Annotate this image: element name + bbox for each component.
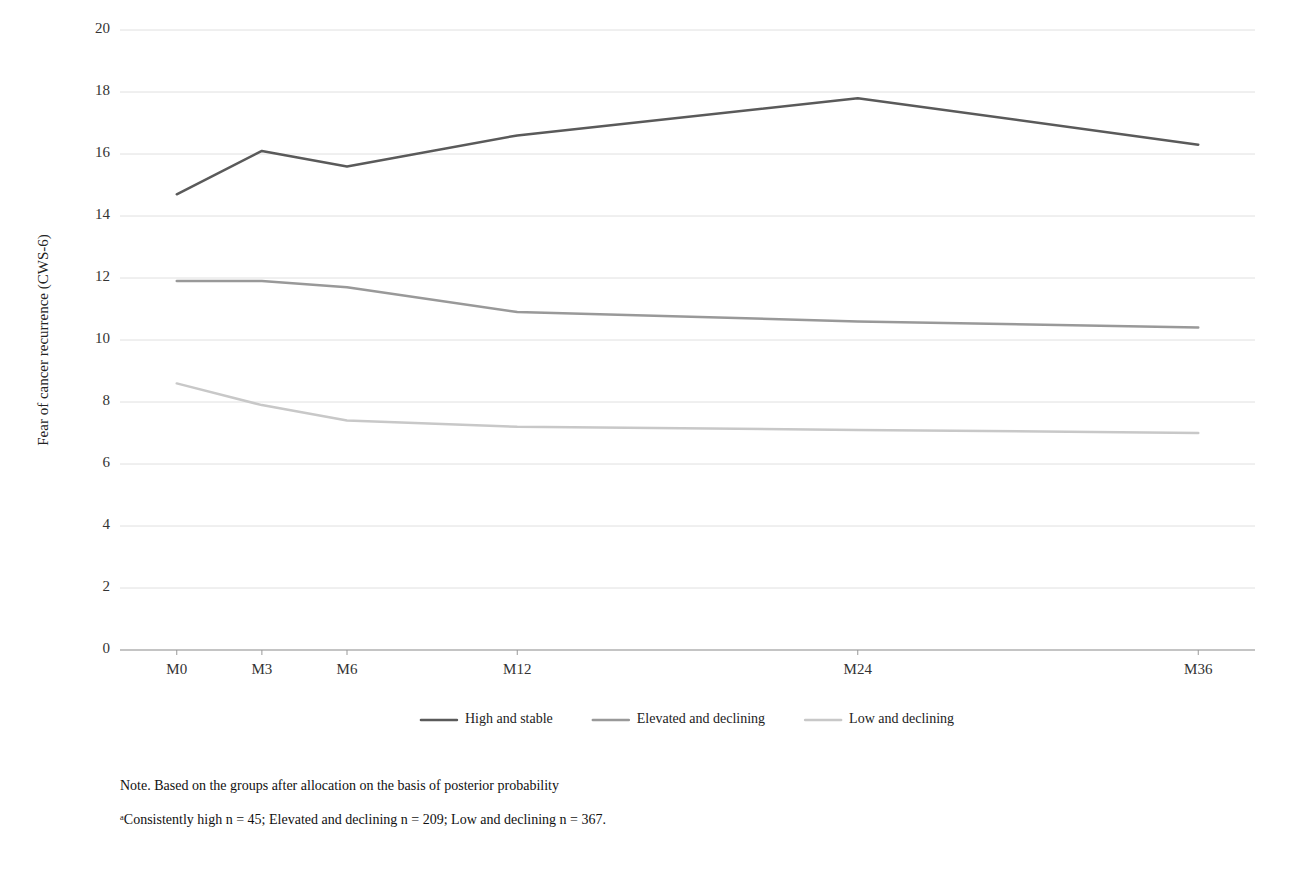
grid-line — [120, 216, 1255, 217]
y-tick-label: 14 — [95, 206, 111, 222]
x-tick — [857, 650, 858, 655]
y-tick-label: 16 — [95, 144, 111, 160]
x-tick — [176, 650, 177, 655]
legend-swatch — [805, 719, 841, 722]
grid-line — [120, 278, 1255, 279]
grid-line — [120, 464, 1255, 465]
x-tick-label: M12 — [503, 661, 531, 677]
y-tick-label: 2 — [103, 578, 111, 594]
legend-item: Elevated and declining — [593, 711, 765, 726]
grid-line — [120, 154, 1255, 155]
note: Note. Based on the groups after allocati… — [120, 778, 559, 793]
grid-line — [120, 650, 1255, 651]
y-grid — [120, 30, 1255, 650]
x-tick-label: M24 — [844, 661, 873, 677]
y-tick-label: 4 — [103, 516, 111, 532]
series-line — [177, 98, 1199, 194]
legend-item: High and stable — [421, 711, 553, 726]
grid-line — [120, 402, 1255, 403]
chart: 0 2 4 6 8 10 12 14 16 18 20 M0 M3 M6 M12 M24 M36 Fear of … — [0, 0, 1299, 882]
series-line — [177, 383, 1199, 433]
y-axis-label: Fear of cancer recurrence (CWS-6) — [35, 234, 52, 446]
grid-line — [120, 588, 1255, 589]
grid-line — [120, 30, 1255, 31]
y-tick-label: 18 — [95, 82, 110, 98]
y-tick-label: 6 — [103, 454, 111, 470]
legend-swatch — [421, 719, 457, 722]
grid-line — [120, 92, 1255, 93]
x-tick-label: M6 — [337, 661, 358, 677]
series-line — [177, 281, 1199, 328]
legend: High and stable Elevated and declining Low… — [421, 711, 954, 726]
x-tick — [1198, 650, 1199, 655]
x-tick — [517, 650, 518, 655]
legend-label: Low and declining — [849, 711, 954, 726]
y-tick-label: 20 — [95, 20, 110, 36]
legend-item: Low and declining — [805, 711, 954, 726]
series-lines — [177, 98, 1199, 433]
grid-line — [120, 526, 1255, 527]
grid-line — [120, 340, 1255, 341]
note: ᵃConsistently high n = 45; Elevated and … — [120, 812, 606, 827]
x-tick-label: M3 — [251, 661, 272, 677]
x-tick — [347, 650, 348, 655]
x-tick-label: M0 — [166, 661, 187, 677]
y-tick-label: 0 — [103, 640, 111, 656]
legend-label: Elevated and declining — [637, 711, 765, 726]
legend-label: High and stable — [465, 711, 553, 726]
x-tick-label: M36 — [1184, 661, 1213, 677]
legend-swatch — [593, 719, 629, 722]
x-axis-line — [120, 650, 1255, 651]
x-tick — [261, 650, 262, 655]
y-tick-label: 12 — [95, 268, 110, 284]
y-tick-label: 10 — [95, 330, 110, 346]
y-tick-label: 8 — [103, 392, 111, 408]
